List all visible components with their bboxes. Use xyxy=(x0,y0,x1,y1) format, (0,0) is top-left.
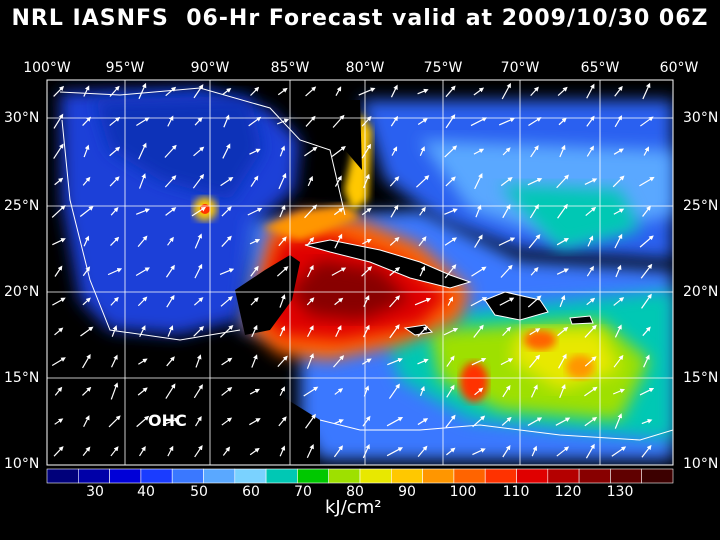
colorbar-swatch xyxy=(329,469,360,483)
colorbar-swatch xyxy=(423,469,454,483)
colorbar-swatch xyxy=(204,469,235,483)
colorbar-tick: 100 xyxy=(450,484,477,500)
ohc-field xyxy=(47,80,673,465)
colorbar-swatch xyxy=(47,469,78,483)
colorbar-swatch xyxy=(235,469,266,483)
colorbar-unit: kJ/cm² xyxy=(325,497,381,518)
colorbar-tick: 60 xyxy=(242,484,260,500)
colorbar-swatch xyxy=(141,469,172,483)
colorbar-swatch xyxy=(266,469,297,483)
colorbar-swatch xyxy=(297,469,328,483)
colorbar-tick: 70 xyxy=(294,484,312,500)
colorbar-tick: 50 xyxy=(190,484,208,500)
colorbar-swatch xyxy=(579,469,610,483)
colorbar-tick: 90 xyxy=(398,484,416,500)
field-label: OHC xyxy=(148,411,187,430)
colorbar-swatch xyxy=(360,469,391,483)
colorbar-tick: 30 xyxy=(86,484,104,500)
colorbar-swatch xyxy=(485,469,516,483)
colorbar-swatch xyxy=(454,469,485,483)
colorbar-swatch xyxy=(391,469,422,483)
colorbar-tick: 110 xyxy=(503,484,530,500)
colorbar-swatch xyxy=(78,469,109,483)
colorbar xyxy=(47,469,673,483)
colorbar-tick: 130 xyxy=(607,484,634,500)
colorbar-swatch xyxy=(548,469,579,483)
colorbar-swatch xyxy=(172,469,203,483)
colorbar-swatch xyxy=(110,469,141,483)
colorbar-tick: 40 xyxy=(137,484,155,500)
colorbar-swatch xyxy=(642,469,673,483)
colorbar-tick: 120 xyxy=(555,484,582,500)
colorbar-swatch xyxy=(610,469,641,483)
colorbar-swatch xyxy=(517,469,548,483)
